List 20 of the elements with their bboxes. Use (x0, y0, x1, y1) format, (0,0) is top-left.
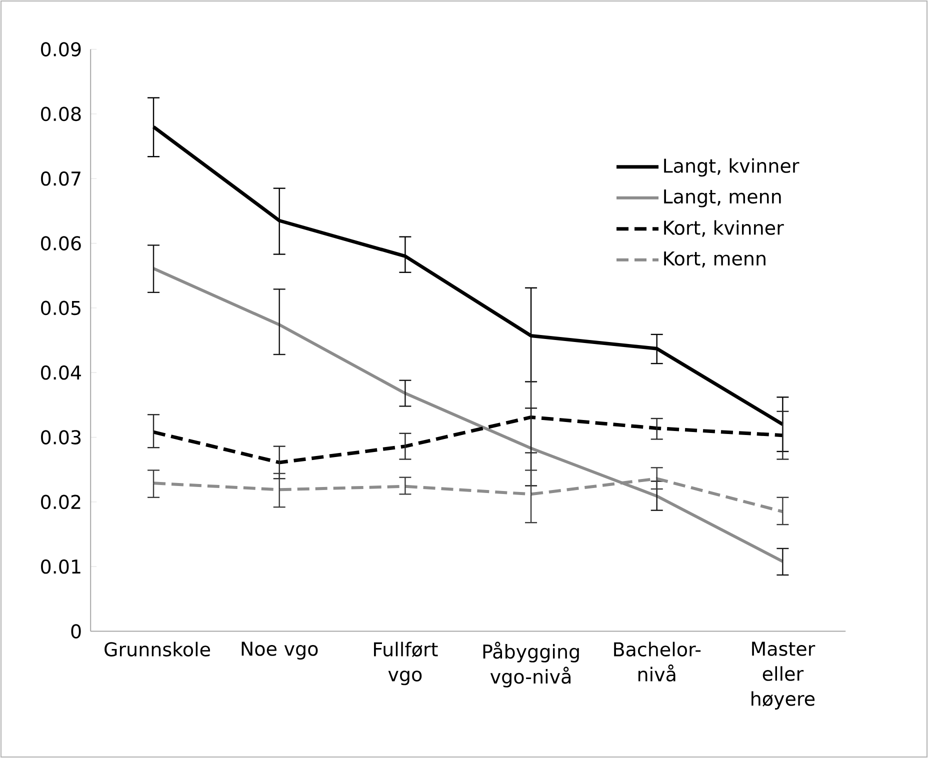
y-tick-label: 0.02 (41, 494, 80, 510)
y-tick-label: 0.08 (41, 106, 81, 122)
y-tick-label: 0.04 (41, 365, 81, 380)
y-tick-label: 0.05 (41, 300, 80, 316)
x-tick-label: Bachelor-nivå (614, 642, 701, 682)
x-tick-label: Fullført vgo (374, 642, 438, 686)
x-tick-label: Noe vgo (242, 642, 318, 660)
legend-label: Langt, menn (664, 190, 781, 208)
legend-label: Langt, kvinner (664, 158, 800, 177)
x-tick-label: Påbygging vgo-nivå (483, 642, 579, 688)
y-tick-label: 0 (71, 624, 81, 638)
y-tick-label: 0.03 (41, 430, 81, 444)
y-tick-label: 0.09 (41, 42, 81, 56)
y-tick-label: 0.06 (41, 236, 81, 250)
legend-label: Kort, menn (664, 251, 766, 268)
x-tick-label: Grunnskole (104, 642, 210, 656)
y-tick-label: 0.07 (41, 171, 80, 186)
y-tick-label: 0.01 (41, 559, 80, 574)
x-tick-label: Master eller høyere (752, 642, 816, 710)
legend-label: Kort, kvinner (664, 220, 784, 237)
